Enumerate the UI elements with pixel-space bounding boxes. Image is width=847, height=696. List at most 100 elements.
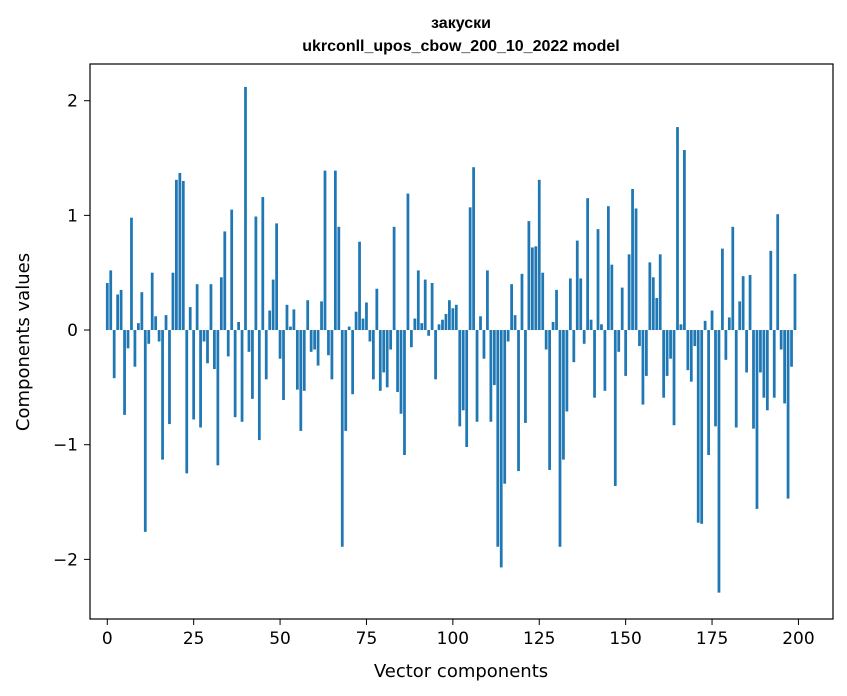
bar [278, 330, 282, 359]
bar [693, 330, 697, 347]
x-tick-label: 175 [696, 629, 728, 649]
bar [150, 272, 154, 331]
bar [327, 330, 330, 356]
bar [406, 193, 410, 331]
bar [309, 330, 313, 352]
bar [734, 330, 738, 428]
bar [541, 272, 545, 331]
bar [371, 330, 375, 380]
bar [430, 283, 434, 331]
bar [686, 330, 690, 371]
bar [783, 330, 786, 404]
bar [565, 330, 569, 412]
bar [451, 308, 455, 331]
bar [676, 127, 679, 331]
bar [724, 330, 728, 360]
bar [416, 270, 420, 331]
bar [544, 330, 548, 350]
bar [727, 317, 731, 331]
bar [655, 297, 659, 331]
bar [358, 241, 361, 331]
bar [669, 330, 672, 359]
bar [261, 197, 265, 331]
bar [330, 330, 334, 380]
bar [123, 330, 126, 415]
bar [461, 330, 465, 411]
bar [575, 240, 579, 331]
bar [600, 324, 603, 331]
bar [741, 276, 745, 331]
bar [109, 270, 113, 331]
bar [340, 330, 344, 547]
bar [683, 150, 686, 331]
bar [126, 330, 130, 349]
bar [610, 264, 614, 331]
bar [568, 278, 572, 331]
bar [748, 274, 752, 331]
bar [282, 330, 285, 400]
bar [496, 330, 500, 547]
y-tick-label: −1 [53, 436, 78, 456]
bar [579, 278, 583, 331]
bar [313, 330, 317, 350]
bar [444, 313, 448, 331]
bar [164, 315, 168, 331]
x-axis-label: Vector components [374, 661, 548, 682]
bar [479, 316, 482, 331]
bar [555, 289, 558, 331]
bar [320, 301, 323, 331]
x-tick-label: 0 [102, 629, 113, 649]
bar [551, 322, 555, 331]
bar [185, 330, 189, 474]
bar [793, 273, 797, 331]
bar [347, 326, 351, 331]
x-tick-label: 50 [269, 629, 291, 649]
bar [199, 330, 202, 428]
bar [465, 330, 469, 447]
bar [209, 284, 213, 331]
bar [752, 330, 755, 429]
x-axis-ticks: 0 25 50 75 100 125 150 175 200 [102, 619, 815, 649]
bar [468, 207, 472, 331]
bar [420, 323, 424, 331]
bar [154, 316, 158, 331]
x-tick-label: 150 [609, 629, 641, 649]
y-axis-ticks: −2 −1 0 1 2 [53, 92, 90, 570]
bar [223, 231, 227, 331]
bar [226, 330, 230, 357]
bar [441, 319, 444, 331]
bar [254, 216, 258, 331]
bar [548, 330, 551, 470]
bar [648, 262, 652, 331]
bar [458, 330, 462, 427]
bar [689, 330, 693, 382]
bar [178, 172, 182, 331]
bar [738, 301, 742, 331]
bar [140, 292, 144, 331]
bar [275, 223, 278, 331]
bar [707, 330, 710, 456]
bar [489, 330, 493, 422]
bar [721, 248, 724, 331]
bar [354, 311, 358, 331]
bar [323, 170, 327, 331]
bar [119, 289, 123, 331]
bar [378, 330, 382, 391]
x-tick-label: 25 [183, 629, 205, 649]
bar [731, 226, 735, 331]
bar [759, 330, 762, 373]
bar [375, 288, 379, 331]
bar [237, 322, 240, 331]
bar [627, 254, 631, 331]
y-axis-label: Components values [13, 253, 34, 431]
bar [202, 330, 206, 342]
bar [268, 310, 272, 331]
bar [389, 330, 393, 350]
bar [427, 330, 431, 336]
bar [240, 330, 244, 422]
bar [638, 330, 641, 347]
bar [710, 310, 714, 331]
bar [192, 330, 196, 420]
bar [289, 326, 292, 331]
